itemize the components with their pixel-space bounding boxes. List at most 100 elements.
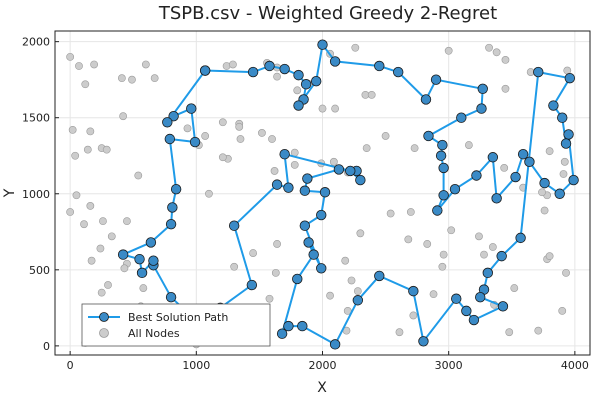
all-nodes-point	[559, 170, 568, 178]
solution-path-point	[548, 100, 559, 111]
solution-path-point	[491, 193, 502, 204]
all-nodes-point	[96, 244, 105, 253]
all-nodes-point	[81, 80, 90, 89]
all-nodes-point	[75, 62, 83, 70]
all-nodes-point	[406, 208, 415, 216]
all-nodes-point	[353, 287, 362, 296]
all-nodes-point	[270, 167, 279, 175]
all-nodes-point	[293, 86, 302, 95]
solution-path-point	[432, 205, 443, 216]
solution-path-point	[564, 72, 576, 84]
x-tick-label: 1000	[182, 359, 210, 372]
solution-path-point	[279, 63, 290, 75]
solution-path-point	[302, 173, 313, 184]
solution-path-point	[476, 103, 487, 114]
all-nodes-point	[271, 268, 280, 277]
all-nodes-point	[68, 125, 77, 134]
path-series	[117, 39, 579, 350]
legend-path-marker	[99, 312, 109, 322]
solution-path-point	[293, 100, 304, 111]
solution-path-point	[517, 149, 529, 160]
all-nodes-point	[492, 48, 501, 57]
solution-path-point	[165, 291, 177, 303]
all-nodes-point	[331, 104, 340, 113]
all-nodes-point	[329, 157, 338, 166]
all-nodes-point	[273, 72, 281, 81]
solution-path-point	[355, 174, 366, 186]
solution-path-point	[316, 263, 327, 274]
x-tick-label: 0	[67, 359, 74, 372]
all-nodes-point	[438, 262, 447, 271]
y-axis-label: Y	[2, 188, 18, 198]
solution-path-point	[468, 314, 480, 326]
solution-path-point	[430, 74, 442, 85]
solution-path-point	[461, 305, 472, 317]
all-nodes-point	[386, 209, 395, 218]
solution-path-point	[435, 150, 447, 161]
solution-path-point	[293, 69, 304, 81]
all-nodes-point	[134, 171, 143, 180]
solution-path-point	[167, 202, 178, 213]
solution-path-point	[437, 139, 448, 151]
all-nodes-point	[249, 249, 258, 257]
solution-path-point	[117, 249, 129, 260]
solution-path-point	[170, 183, 182, 195]
all-nodes-point	[90, 60, 99, 69]
all-nodes-point	[120, 264, 129, 273]
solution-path-point	[438, 162, 449, 174]
solution-path-point	[352, 295, 364, 306]
all-nodes-point	[409, 311, 418, 320]
plot-frame	[54, 30, 591, 356]
solution-path-point	[554, 188, 565, 199]
all-nodes-point	[218, 153, 227, 162]
all-nodes-point	[429, 290, 438, 299]
chart-title: TSPB.csv - Weighted Greedy 2-Regret	[158, 3, 497, 24]
solution-path-point	[524, 156, 535, 168]
solution-path-point	[449, 183, 461, 195]
solution-path-point	[300, 79, 312, 90]
all-nodes-point	[447, 226, 456, 235]
solution-path-point	[497, 301, 509, 312]
all-nodes-point	[230, 262, 239, 271]
all-nodes-point	[439, 250, 448, 259]
all-nodes-point	[410, 144, 419, 153]
solution-path-point	[496, 250, 507, 262]
all-nodes-point	[562, 268, 570, 277]
all-nodes-point	[83, 145, 92, 154]
all-nodes-point	[218, 118, 227, 127]
all-nodes-point	[500, 164, 509, 172]
all-nodes-point	[72, 191, 81, 200]
solution-path-point	[310, 75, 322, 87]
all-nodes-point	[139, 284, 148, 292]
y-tick-label: 500	[29, 264, 50, 277]
solution-path-point	[533, 66, 544, 78]
solution-path-point	[374, 60, 385, 72]
solution-path-point	[475, 291, 486, 303]
all-nodes-point	[268, 135, 276, 143]
solution-path-point	[393, 66, 404, 78]
all-nodes-point	[351, 43, 360, 52]
y-tick-label: 0	[43, 340, 50, 353]
solution-path-point	[247, 66, 259, 78]
solution-path-point	[487, 152, 499, 163]
all-nodes-point	[560, 157, 569, 166]
solution-path-point	[186, 103, 197, 114]
solution-path-point	[136, 267, 148, 279]
all-nodes-point	[80, 220, 88, 229]
solution-path-point	[329, 56, 341, 67]
legend-label-path: Best Solution Path	[128, 311, 228, 324]
solution-path-point	[292, 273, 303, 285]
all-nodes-point	[326, 291, 334, 300]
solution-path-point	[145, 237, 157, 248]
all-nodes-point	[236, 135, 245, 143]
all-nodes-point	[99, 217, 107, 226]
all-nodes-point	[362, 144, 371, 153]
all-nodes-point	[107, 232, 116, 241]
solution-path-point	[319, 187, 331, 198]
solution-path-point	[134, 253, 145, 265]
all-nodes-point	[86, 202, 95, 210]
solution-path-point	[168, 110, 179, 122]
solution-path-point	[297, 320, 308, 332]
all-nodes-series	[66, 43, 572, 349]
x-tick-label: 4000	[561, 359, 589, 372]
